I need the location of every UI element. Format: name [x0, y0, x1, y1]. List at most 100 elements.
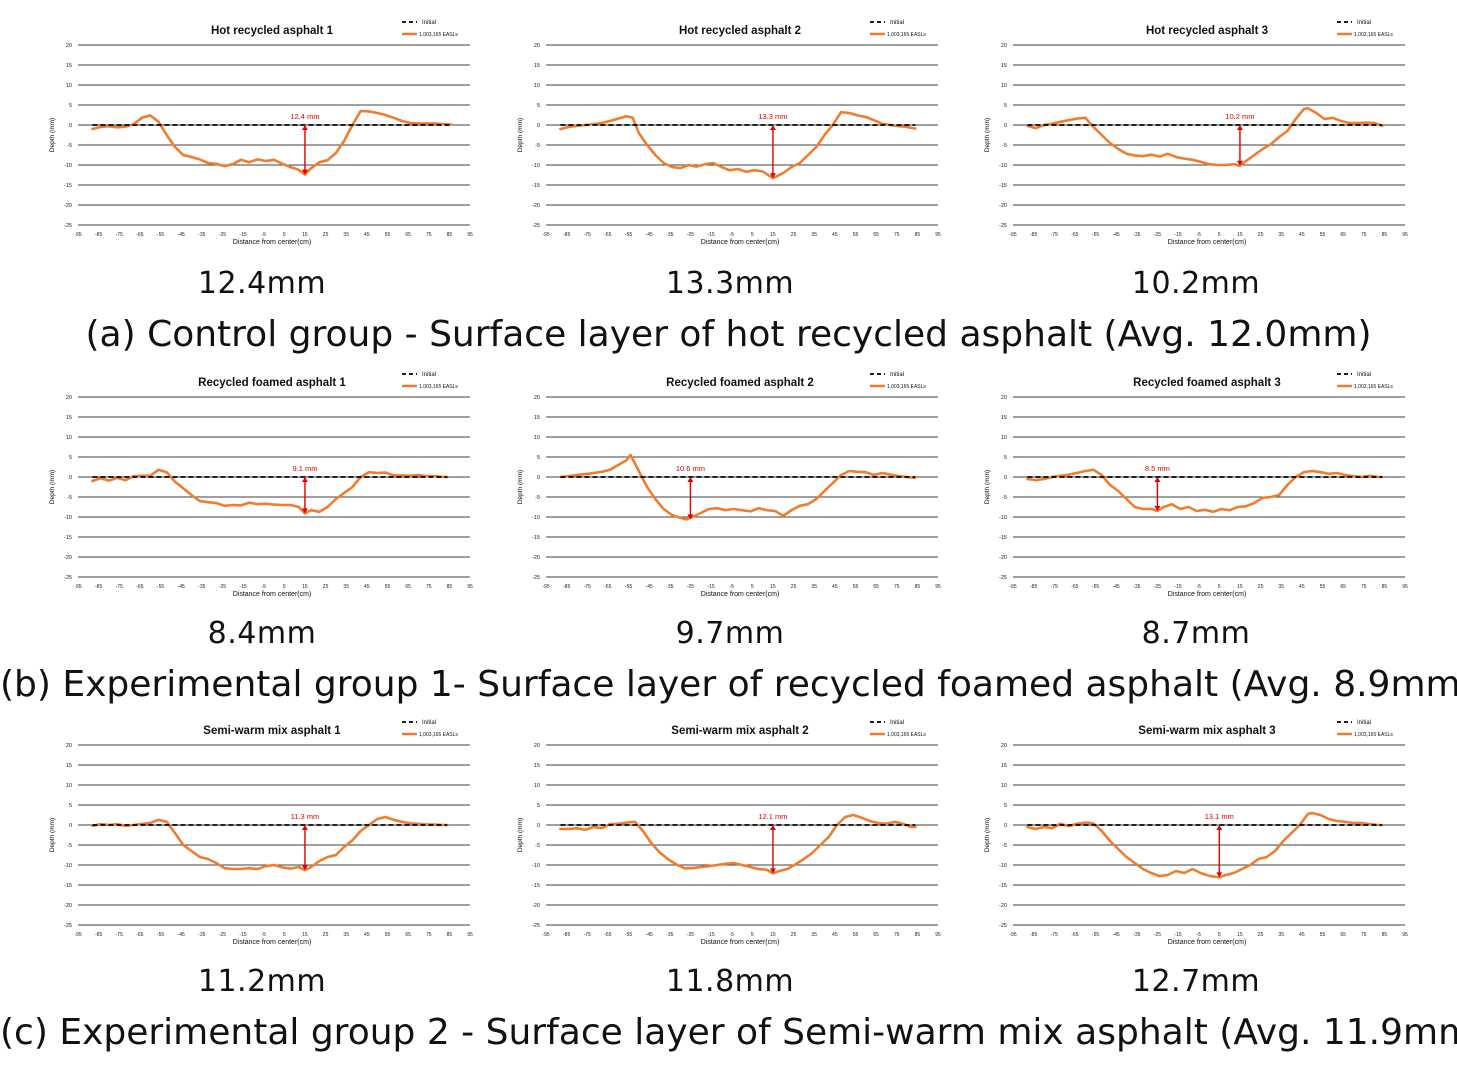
- x-tick-label: -65: [136, 932, 143, 938]
- chart-legend: Initial 1,003,165 EASLs: [402, 20, 458, 38]
- chart-title: Hot recycled asphalt 1: [211, 25, 334, 37]
- x-tick-label: 55: [385, 584, 391, 590]
- y-tick-label: 15: [1001, 415, 1007, 421]
- y-tick-label: 5: [1004, 103, 1007, 109]
- x-tick-label: -35: [1133, 932, 1140, 938]
- x-tick-label: -5: [261, 932, 266, 938]
- x-tick-label: 85: [1382, 932, 1388, 938]
- group-caption: (b) Experimental group 1- Surface layer …: [0, 664, 1457, 705]
- series-line-measured: [91, 468, 449, 515]
- x-tick-label: -5: [1196, 232, 1201, 238]
- x-tick-label: 35: [1278, 932, 1284, 938]
- y-tick-label: -20: [999, 555, 1007, 561]
- x-axis-title: Distance from center(cm): [701, 939, 780, 946]
- y-tick-label: 20: [1001, 395, 1007, 401]
- x-tick-label: -75: [116, 232, 123, 238]
- chart-panel: Hot recycled asphalt 2 Initial 1,003,165 E…: [500, 14, 966, 266]
- y-tick-label: 15: [66, 63, 72, 69]
- x-tick-label: 75: [894, 932, 900, 938]
- x-tick-label: -95: [542, 232, 549, 238]
- annotation-label: 10.6 mm: [676, 464, 705, 473]
- x-tick-label: 15: [1237, 932, 1243, 938]
- y-tick-label: -20: [999, 903, 1007, 909]
- x-tick-label: -55: [157, 584, 164, 590]
- annotation-label: 8.5 mm: [1145, 464, 1170, 473]
- chart-title: Recycled foamed asphalt 1: [198, 377, 346, 389]
- x-tick-label: 75: [426, 232, 432, 238]
- x-tick-label: 5: [1218, 232, 1221, 238]
- chart-legend: Initial 1,003,165 EASLs: [402, 372, 458, 390]
- annotation-arrowhead-top: [1154, 477, 1161, 482]
- y-tick-label: -15: [64, 883, 72, 889]
- x-tick-label: 95: [935, 932, 941, 938]
- x-tick-label: 45: [364, 232, 370, 238]
- y-tick-label: 15: [66, 415, 72, 421]
- x-axis-title: Distance from center(cm): [233, 591, 312, 598]
- x-tick-label: -75: [116, 584, 123, 590]
- legend-label-measured: 1,003,165 EASLs: [419, 732, 458, 738]
- y-tick-label: -20: [532, 203, 540, 209]
- x-tick-label: 5: [283, 932, 286, 938]
- x-tick-label: 65: [405, 932, 411, 938]
- x-tick-label: 95: [467, 232, 473, 238]
- chart-legend: Initial 1,003,165 EASLs: [402, 720, 458, 738]
- x-tick-label: 55: [853, 584, 859, 590]
- x-tick-label: 45: [832, 232, 838, 238]
- y-tick-label: -5: [1002, 495, 1007, 501]
- x-tick-label: -65: [1071, 932, 1078, 938]
- x-tick-label: 65: [1340, 232, 1346, 238]
- annotation-arrowhead-top: [769, 125, 776, 130]
- x-tick-label: -15: [239, 232, 246, 238]
- x-tick-label: -15: [239, 932, 246, 938]
- rut-depth-label: 8.7mm: [1141, 616, 1251, 651]
- x-tick-label: -5: [1196, 584, 1201, 590]
- chart-legend: Initial 1,003,165 EASLs: [1337, 20, 1393, 38]
- x-tick-label: -35: [666, 932, 673, 938]
- annotation-arrowhead-bottom: [769, 173, 776, 179]
- chart-panel: Recycled foamed asphalt 2 Initial 1,003,16…: [500, 366, 966, 618]
- rut-depth-label: 11.2mm: [197, 964, 327, 999]
- x-tick-label: 55: [1320, 232, 1326, 238]
- x-tick-label: 75: [426, 584, 432, 590]
- y-tick-label: 0: [537, 823, 540, 829]
- x-tick-label: -45: [646, 584, 653, 590]
- x-tick-label: 95: [1402, 232, 1408, 238]
- y-tick-label: 20: [66, 395, 72, 401]
- x-tick-label: 65: [405, 584, 411, 590]
- x-tick-label: -85: [563, 584, 570, 590]
- x-tick-label: -25: [1154, 584, 1161, 590]
- x-tick-label: -65: [604, 584, 611, 590]
- x-tick-label: -95: [542, 584, 549, 590]
- x-tick-label: 75: [426, 932, 432, 938]
- x-tick-label: 45: [364, 584, 370, 590]
- legend-label-measured: 1,003,165 EASLs: [1354, 384, 1393, 390]
- x-tick-label: 85: [915, 584, 921, 590]
- x-tick-label: -5: [729, 932, 734, 938]
- y-tick-label: 20: [534, 743, 540, 749]
- x-tick-label: 45: [1299, 584, 1305, 590]
- y-axis-title: Depth (mm): [984, 470, 991, 504]
- annotation-label: 12.4 mm: [290, 112, 319, 121]
- chart-legend: Initial 1,003,165 EASLs: [870, 20, 926, 38]
- x-tick-label: -25: [219, 584, 226, 590]
- y-tick-label: -25: [999, 923, 1007, 929]
- x-tick-label: -45: [178, 932, 185, 938]
- x-tick-label: 95: [467, 932, 473, 938]
- x-tick-label: 5: [1218, 932, 1221, 938]
- x-tick-label: -45: [1113, 584, 1120, 590]
- rut-depth-label: 12.7mm: [1131, 964, 1261, 999]
- x-axis-title: Distance from center(cm): [233, 939, 312, 946]
- x-tick-label: 95: [1402, 932, 1408, 938]
- x-tick-label: -75: [1051, 932, 1058, 938]
- y-tick-label: -20: [999, 203, 1007, 209]
- annotation-arrowhead-top: [769, 825, 776, 830]
- y-tick-label: 0: [1004, 475, 1007, 481]
- x-tick-label: 85: [447, 932, 453, 938]
- chart-panel: Recycled foamed asphalt 1 Initial 1,003,16…: [32, 366, 498, 618]
- rut-depth-label: 11.8mm: [665, 964, 795, 999]
- x-tick-label: -15: [239, 584, 246, 590]
- y-tick-label: -25: [64, 575, 72, 581]
- x-tick-label: -5: [729, 584, 734, 590]
- y-tick-label: -25: [999, 223, 1007, 229]
- chart-legend: Initial 1,003,165 EASLs: [1337, 372, 1393, 390]
